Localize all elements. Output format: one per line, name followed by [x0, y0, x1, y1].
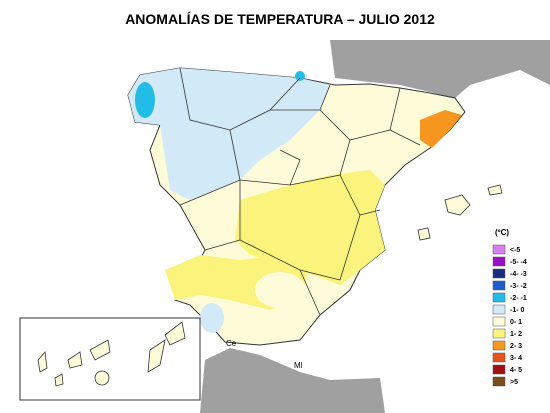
- legend-label: -5- -4: [510, 259, 527, 266]
- legend-label: 2- 3: [510, 343, 522, 350]
- legend-label: -3- -2: [510, 283, 527, 290]
- legend-swatch: [492, 268, 506, 279]
- island: [487, 184, 503, 196]
- legend-swatch: [492, 316, 506, 327]
- legend-label: -4- -3: [510, 271, 527, 278]
- mild-zone: [255, 272, 305, 308]
- cold-patch: [135, 82, 155, 118]
- legend-swatch: [492, 256, 506, 267]
- france: [330, 40, 550, 98]
- legend-swatch: [492, 244, 506, 255]
- legend-label: >5: [510, 379, 518, 386]
- legend-label: -2- -1: [510, 295, 527, 302]
- legend-label: 3- 4: [510, 355, 522, 362]
- cool-zone: [128, 68, 330, 200]
- place-label: Ce: [226, 339, 237, 348]
- canary-islands: [37, 321, 186, 387]
- island: [417, 227, 431, 241]
- legend-swatch: [492, 352, 506, 363]
- place-label: Ml: [294, 361, 303, 370]
- legend-label: 4- 5: [510, 367, 522, 374]
- legend-swatch: [492, 304, 506, 315]
- region-borders: [179, 67, 421, 316]
- legend-unit: (ºC): [495, 228, 509, 237]
- legend-swatch: [492, 328, 506, 339]
- cold-patch: [295, 71, 305, 81]
- hot-patch: [420, 110, 462, 148]
- legend-swatch: [492, 280, 506, 291]
- legend-label: -1- 0: [510, 307, 525, 314]
- legend-label: <-5: [510, 247, 520, 254]
- cool-zone: [200, 303, 224, 333]
- legend-swatch: [492, 364, 506, 375]
- title: ANOMALÍAS DE TEMPERATURA – JULIO 2012: [125, 11, 435, 27]
- legend-swatch: [492, 292, 506, 303]
- legend: <-5 -5- -4 -4- -3 -3- -2 -2- -1 -1- 0 0- 1 1- 2…: [492, 244, 527, 387]
- legend-swatch: [492, 376, 506, 387]
- legend-label: 0- 1: [510, 319, 522, 326]
- legend-label: 1- 2: [510, 331, 522, 338]
- africa: [200, 348, 385, 413]
- legend-swatch: [492, 340, 506, 351]
- island: [444, 194, 471, 216]
